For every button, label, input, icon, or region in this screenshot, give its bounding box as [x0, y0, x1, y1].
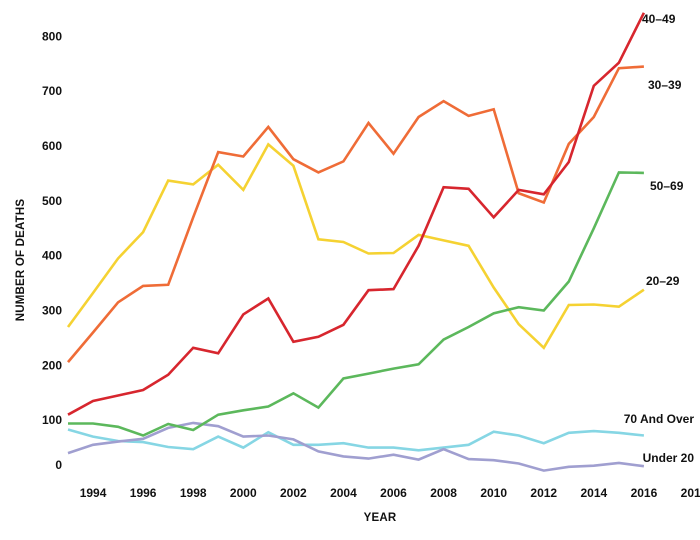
series-line-40-49 — [67, 12, 646, 416]
x-tick-label: 2010 — [480, 486, 507, 500]
series-label: 40–49 — [642, 12, 676, 26]
x-tick-label: 1996 — [130, 486, 157, 500]
y-tick-label: 100 — [42, 413, 62, 427]
y-tick-label: 500 — [42, 194, 62, 208]
x-tick-label: 1994 — [80, 486, 107, 500]
x-tick-label: 2004 — [330, 486, 357, 500]
x-tick-label: 2008 — [430, 486, 457, 500]
series-lines — [66, 12, 646, 472]
x-axis-title: YEAR — [364, 512, 397, 524]
x-tick-label: 2002 — [280, 486, 307, 500]
series-line-under-20 — [67, 421, 645, 472]
y-tick-label: 600 — [42, 139, 62, 153]
series-label: 20–29 — [646, 274, 680, 288]
series-line-70-and-over — [67, 428, 645, 452]
x-tick-label: 2018 — [681, 486, 700, 500]
x-tick-label: 2014 — [580, 486, 607, 500]
x-tick-label: 2006 — [380, 486, 407, 500]
y-tick-label: 0 — [55, 458, 62, 472]
series-label: Under 20 — [643, 451, 695, 465]
series-label: 30–39 — [648, 78, 682, 92]
y-axis-title: NUMBER OF DEATHS — [15, 199, 27, 322]
series-line-30-39 — [67, 65, 644, 363]
y-tick-label: 400 — [42, 249, 62, 263]
y-tick-label: 200 — [42, 358, 62, 372]
series-label: 70 And Over — [624, 412, 695, 426]
x-tick-label: 2016 — [631, 486, 658, 500]
x-tick-label: 2012 — [530, 486, 557, 500]
x-axis: 1994 1996 1998 2000 2002 2004 2006 2008 2010 2012… — [80, 486, 700, 500]
series-line-20-29 — [66, 142, 645, 350]
y-axis: 0 100 200 300 400 500 600 700 800 — [42, 29, 62, 472]
y-tick-label: 300 — [42, 304, 62, 318]
y-tick-label: 700 — [42, 84, 62, 98]
series-label: 50–69 — [650, 179, 684, 193]
y-tick-label: 800 — [42, 29, 62, 43]
x-tick-label: 2000 — [230, 486, 257, 500]
series-labels: 40–49 30–39 50–69 20–29 70 And Over Under 20 — [624, 12, 695, 465]
series-line-50-69 — [68, 171, 644, 437]
x-tick-label: 1998 — [180, 486, 207, 500]
